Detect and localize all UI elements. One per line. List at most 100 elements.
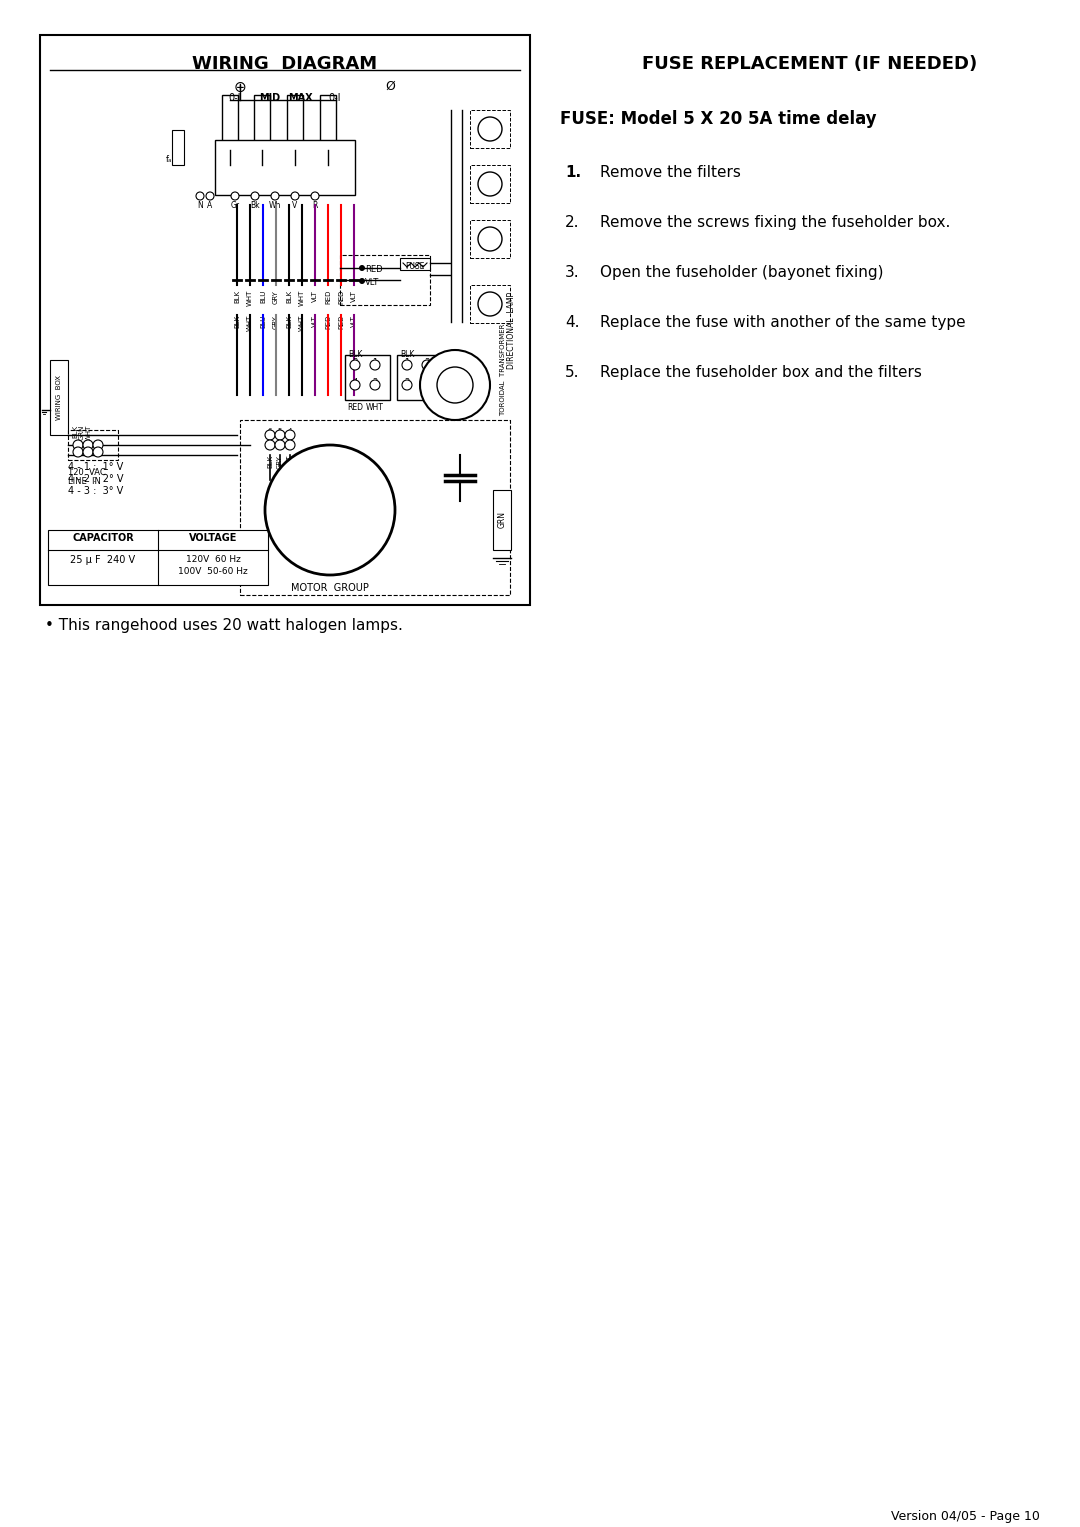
Circle shape xyxy=(275,431,285,440)
Text: N: N xyxy=(198,202,203,211)
Text: VLT: VLT xyxy=(351,290,357,302)
Text: BLK: BLK xyxy=(234,315,240,328)
Text: GRN: GRN xyxy=(79,425,85,440)
Text: 3: 3 xyxy=(424,357,430,366)
Circle shape xyxy=(93,440,103,450)
Bar xyxy=(240,420,510,596)
Circle shape xyxy=(437,366,473,403)
Text: 2: 2 xyxy=(373,379,378,386)
Circle shape xyxy=(359,278,365,284)
Circle shape xyxy=(478,292,502,316)
Text: BLK: BLK xyxy=(267,455,273,469)
Text: FUSE REPLACEMENT (IF NEEDED): FUSE REPLACEMENT (IF NEEDED) xyxy=(643,55,977,73)
Circle shape xyxy=(422,360,432,370)
Text: 3.: 3. xyxy=(565,266,580,279)
Circle shape xyxy=(285,431,295,440)
Text: LINE  IN: LINE IN xyxy=(68,476,100,486)
Text: 2: 2 xyxy=(404,379,409,386)
Text: WHT: WHT xyxy=(247,315,253,331)
Circle shape xyxy=(73,440,83,450)
Bar xyxy=(68,431,118,460)
Text: FUSE: Model 5 X 20 5A time delay: FUSE: Model 5 X 20 5A time delay xyxy=(561,110,877,128)
Text: Replace the fuse with another of the same type: Replace the fuse with another of the sam… xyxy=(600,315,966,330)
Circle shape xyxy=(478,118,502,140)
Text: fₐ: fₐ xyxy=(166,156,172,163)
Circle shape xyxy=(275,440,285,450)
Circle shape xyxy=(231,192,239,200)
Circle shape xyxy=(311,192,319,200)
Text: Open the fuseholder (bayonet fixing): Open the fuseholder (bayonet fixing) xyxy=(600,266,883,279)
Text: 2.: 2. xyxy=(565,215,580,231)
Text: MID: MID xyxy=(259,93,281,102)
Text: BLU: BLU xyxy=(260,290,266,304)
Circle shape xyxy=(478,228,502,250)
Text: Replace the fuseholder box and the filters: Replace the fuseholder box and the filte… xyxy=(600,365,922,380)
Text: BRN: BRN xyxy=(307,455,313,470)
Circle shape xyxy=(265,444,395,576)
Text: GRN: GRN xyxy=(498,512,507,528)
Text: 1: 1 xyxy=(287,438,293,444)
Text: 4: 4 xyxy=(352,379,357,386)
Bar xyxy=(340,255,430,305)
Text: Bk: Bk xyxy=(251,202,260,211)
Text: WIRING  DIAGRAM: WIRING DIAGRAM xyxy=(192,55,378,73)
Circle shape xyxy=(402,380,411,389)
Text: 5: 5 xyxy=(278,428,282,434)
Text: BLK: BLK xyxy=(348,350,362,359)
Text: WHT: WHT xyxy=(287,455,293,472)
Circle shape xyxy=(271,192,279,200)
Bar xyxy=(172,130,184,165)
Circle shape xyxy=(251,192,259,200)
Circle shape xyxy=(265,440,275,450)
Bar xyxy=(222,95,238,150)
Text: Wh: Wh xyxy=(269,202,281,211)
Circle shape xyxy=(370,360,380,370)
Text: Ø: Ø xyxy=(386,79,395,93)
Circle shape xyxy=(195,192,204,200)
Text: RED: RED xyxy=(325,315,330,330)
Text: WHT: WHT xyxy=(86,425,92,441)
Text: VOLTAGE: VOLTAGE xyxy=(189,533,238,544)
Text: YEL: YEL xyxy=(318,455,323,467)
Text: ⊕: ⊕ xyxy=(233,79,246,95)
Text: • This rangehood uses 20 watt halogen lamps.: • This rangehood uses 20 watt halogen la… xyxy=(45,618,403,634)
Circle shape xyxy=(83,447,93,457)
Bar xyxy=(345,354,390,400)
Text: VLT: VLT xyxy=(312,315,318,327)
Text: 120  VAC: 120 VAC xyxy=(68,467,106,476)
Bar xyxy=(254,95,270,150)
Text: BLK: BLK xyxy=(400,350,415,359)
Text: RED: RED xyxy=(325,290,330,304)
Text: TOROIDAL  TRANSFORMER: TOROIDAL TRANSFORMER xyxy=(500,324,507,417)
Text: WHT: WHT xyxy=(366,403,383,412)
Bar xyxy=(470,110,510,148)
Bar xyxy=(492,490,511,550)
Text: VLT: VLT xyxy=(351,315,357,327)
Bar xyxy=(320,95,336,150)
Text: 0-I: 0-I xyxy=(328,93,341,102)
Circle shape xyxy=(478,173,502,195)
Text: WHT: WHT xyxy=(299,290,305,307)
Text: Remove the filters: Remove the filters xyxy=(600,165,741,180)
Text: RED: RED xyxy=(338,290,345,304)
Bar xyxy=(470,165,510,203)
Text: 4.: 4. xyxy=(565,315,580,330)
Text: Gr: Gr xyxy=(230,202,240,211)
Text: VLT: VLT xyxy=(312,290,318,302)
Circle shape xyxy=(265,431,275,440)
Bar xyxy=(400,258,430,270)
Text: 4: 4 xyxy=(287,428,293,434)
Bar xyxy=(48,530,268,585)
Bar xyxy=(470,286,510,324)
Text: 3: 3 xyxy=(268,438,272,444)
Text: MOTOR  GROUP: MOTOR GROUP xyxy=(292,583,369,592)
Text: WIRING  BOX: WIRING BOX xyxy=(56,374,62,420)
Text: Version 04/05 - Page 10: Version 04/05 - Page 10 xyxy=(891,1510,1040,1522)
Text: DIRECTIONAL  LAMP: DIRECTIONAL LAMP xyxy=(508,292,516,368)
Text: 5.: 5. xyxy=(565,365,580,380)
Text: 4 - 2 :  2° V: 4 - 2 : 2° V xyxy=(68,473,123,484)
Text: 120V  60 Hz: 120V 60 Hz xyxy=(186,554,241,563)
Text: WHT: WHT xyxy=(299,315,305,331)
Text: A: A xyxy=(207,202,213,211)
Text: 2: 2 xyxy=(278,438,282,444)
